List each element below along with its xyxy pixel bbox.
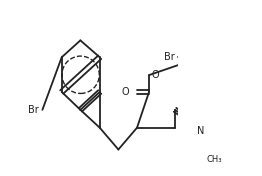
Text: O: O (121, 87, 129, 97)
Text: N: N (197, 126, 205, 136)
Text: Br: Br (164, 52, 175, 62)
Text: CH₃: CH₃ (206, 155, 222, 164)
Text: Br: Br (28, 105, 39, 115)
Text: O: O (151, 70, 159, 80)
